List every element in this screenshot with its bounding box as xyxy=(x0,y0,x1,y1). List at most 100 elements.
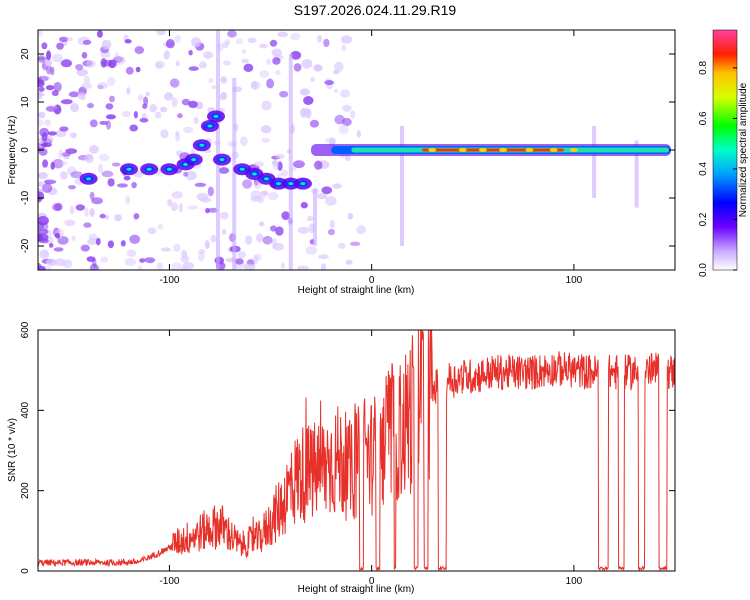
noise-blob xyxy=(98,163,104,174)
noise-blob xyxy=(60,99,73,105)
noise-blob xyxy=(210,234,217,243)
noise-blob xyxy=(251,80,258,90)
noise-blob xyxy=(135,66,141,73)
track-peak xyxy=(86,177,92,181)
noise-blob xyxy=(356,225,367,235)
noise-blob xyxy=(183,126,194,134)
noise-blob xyxy=(144,257,156,263)
noise-blob xyxy=(242,179,253,189)
streak xyxy=(634,140,639,208)
noise-blob xyxy=(84,207,89,218)
track-peak xyxy=(146,167,152,171)
streak xyxy=(232,78,237,270)
noise-blob xyxy=(76,69,88,77)
noise-blob xyxy=(300,202,308,209)
noise-blob xyxy=(345,259,353,265)
noise-blob xyxy=(114,214,122,222)
noise-blob xyxy=(314,160,323,170)
x-tick-label: 100 xyxy=(566,275,583,286)
noise-blob xyxy=(38,172,48,179)
carrier-hotspot xyxy=(499,148,508,152)
noise-blob xyxy=(170,202,178,212)
figure-title: S197.2026.024.11.29.R19 xyxy=(293,2,457,18)
noise-blob xyxy=(180,255,190,263)
noise-blob xyxy=(106,120,111,130)
noise-blob xyxy=(315,64,321,71)
x-tick-label: -100 xyxy=(159,576,179,587)
noise-blob xyxy=(173,243,181,252)
noise-blob xyxy=(47,131,58,136)
noise-blob xyxy=(317,35,323,43)
noise-blob xyxy=(250,190,262,200)
noise-blob xyxy=(269,39,278,47)
noise-blob xyxy=(160,106,168,113)
noise-blob xyxy=(199,61,207,69)
noise-blob xyxy=(260,125,272,134)
noise-blob xyxy=(297,265,309,270)
noise-blob xyxy=(98,153,110,162)
colorbar-tick-label: 0.8 xyxy=(698,61,709,75)
noise-blob xyxy=(262,190,267,198)
noise-blob xyxy=(126,87,131,95)
noise-blob xyxy=(41,183,53,193)
noise-blob xyxy=(46,64,52,75)
noise-blob xyxy=(240,136,248,147)
spectrogram-layer xyxy=(38,30,671,270)
noise-blob xyxy=(350,110,356,119)
noise-blob xyxy=(87,102,94,109)
noise-blob xyxy=(350,241,361,246)
noise-blob xyxy=(81,82,92,90)
noise-blob xyxy=(122,110,131,118)
noise-blob xyxy=(245,235,253,245)
noise-blob xyxy=(89,119,98,128)
track-peak xyxy=(276,182,282,186)
noise-blob xyxy=(223,60,231,66)
noise-blob xyxy=(42,159,49,168)
noise-blob xyxy=(80,244,90,252)
noise-blob xyxy=(164,92,174,101)
track-peak xyxy=(166,167,172,171)
noise-blob xyxy=(60,59,72,68)
noise-blob xyxy=(100,256,109,263)
carrier-hotspot xyxy=(549,148,558,152)
noise-blob xyxy=(67,166,77,175)
noise-blob xyxy=(70,171,83,179)
noise-blob xyxy=(145,91,150,97)
noise-blob xyxy=(338,124,349,135)
noise-blob xyxy=(105,114,116,120)
noise-blob xyxy=(52,158,64,169)
noise-blob xyxy=(89,145,99,154)
noise-blob xyxy=(99,213,106,219)
noise-blob xyxy=(116,183,128,188)
y-tick-label: 400 xyxy=(20,402,31,419)
noise-blob xyxy=(45,258,58,266)
noise-blob xyxy=(75,204,86,211)
noise-blob xyxy=(83,222,92,228)
noise-blob xyxy=(134,46,145,55)
noise-blob xyxy=(208,78,214,83)
noise-blob xyxy=(75,63,84,71)
noise-blob xyxy=(271,48,282,57)
noise-blob xyxy=(167,199,173,207)
noise-blob xyxy=(101,39,112,50)
noise-blob xyxy=(276,173,283,178)
noise-blob xyxy=(256,233,264,243)
noise-blob xyxy=(356,130,361,138)
noise-blob xyxy=(258,221,265,227)
noise-blob xyxy=(235,38,244,45)
noise-blob xyxy=(272,57,281,65)
noise-blob xyxy=(66,36,74,42)
noise-blob xyxy=(147,227,157,235)
noise-blob xyxy=(183,171,189,177)
noise-blob xyxy=(191,37,202,48)
colorbar-label: Normalized spectral amplitude xyxy=(738,82,749,217)
noise-blob xyxy=(259,70,270,78)
noise-blob xyxy=(58,149,64,159)
noise-blob xyxy=(342,117,352,127)
noise-blob xyxy=(205,207,210,214)
noise-blob xyxy=(71,235,76,242)
snr-ylabel: SNR (10 * v/v) xyxy=(7,418,18,482)
noise-blob xyxy=(38,79,44,85)
noise-blob xyxy=(59,36,69,42)
noise-blob xyxy=(53,247,64,252)
